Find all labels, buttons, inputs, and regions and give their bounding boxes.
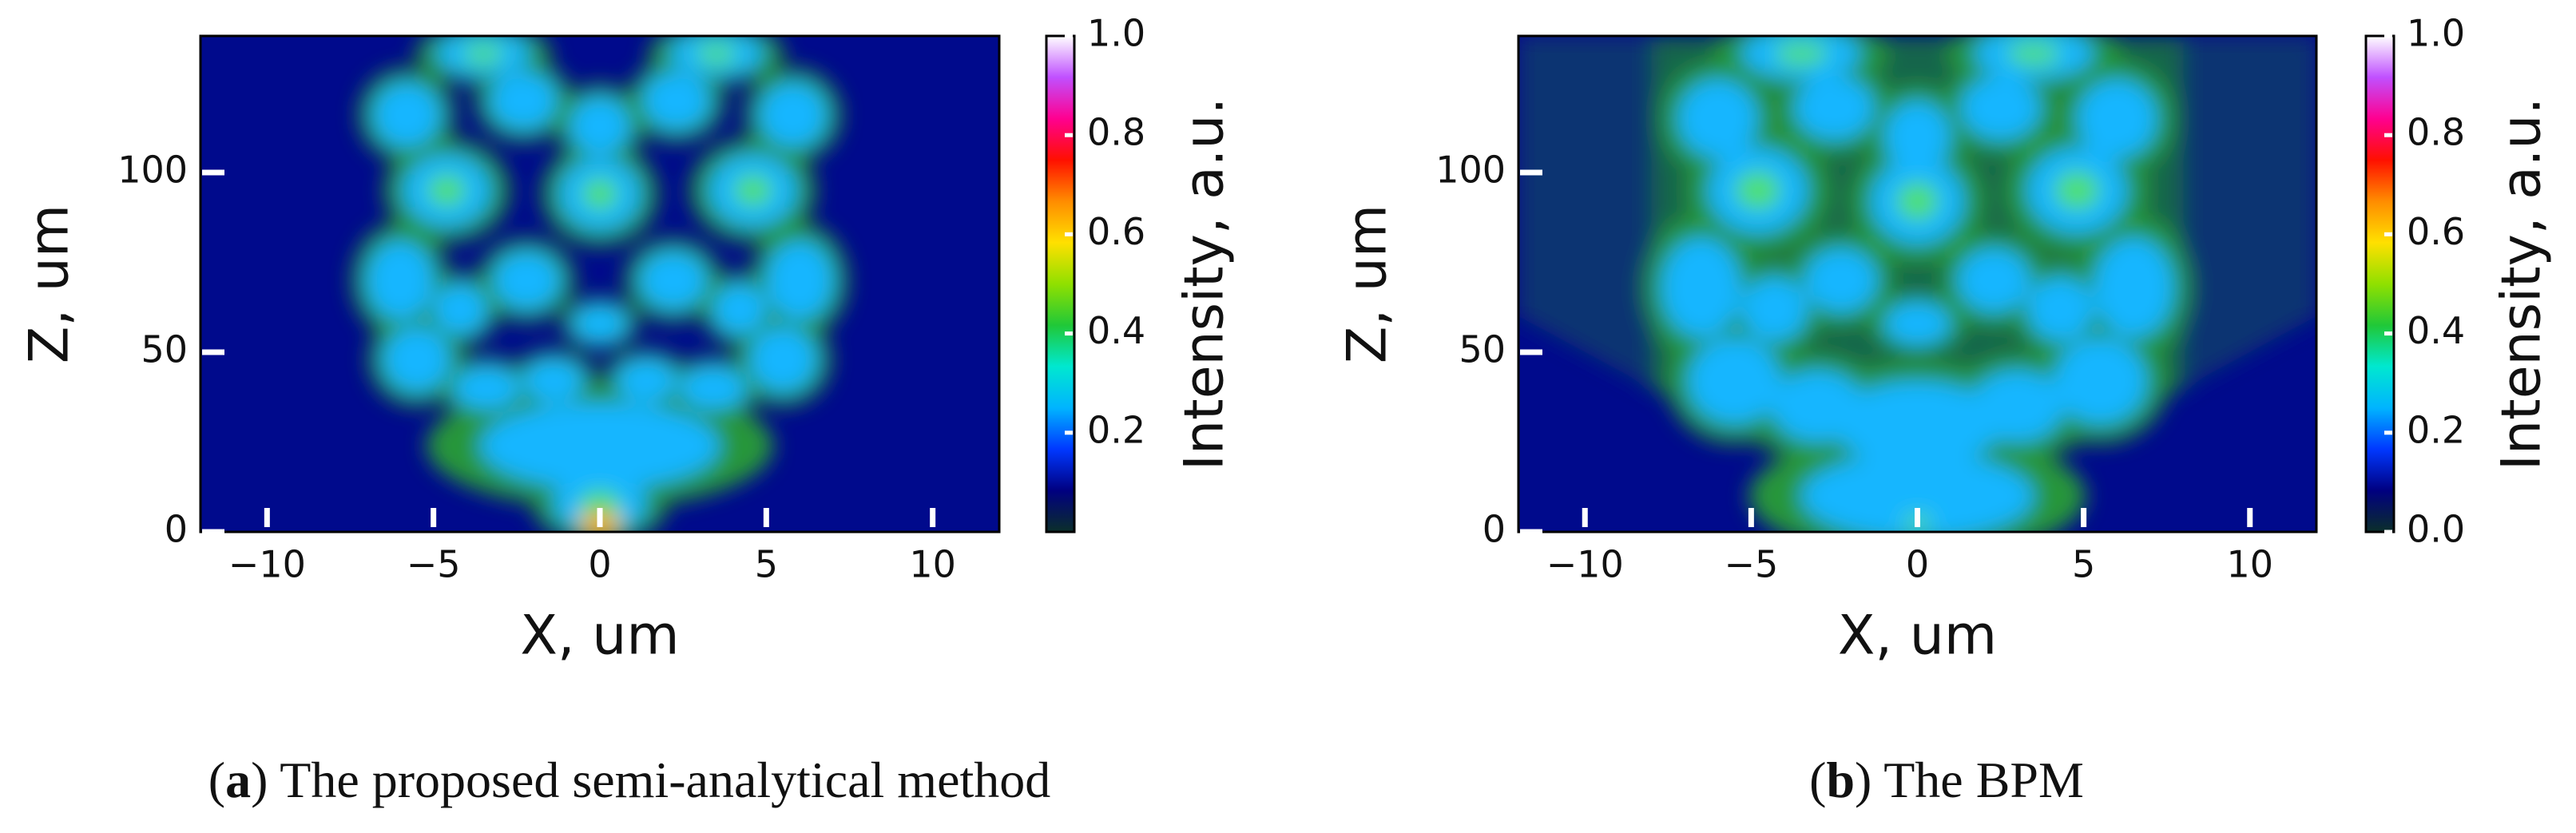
field-blob — [1896, 181, 1939, 221]
field-blob — [1800, 453, 2034, 532]
field-blob — [2054, 338, 2147, 424]
field-blob — [766, 240, 833, 320]
caption-part: ( — [208, 752, 225, 808]
field-blob — [1883, 101, 1951, 173]
field-blob — [1774, 42, 1828, 65]
field-blob — [1834, 381, 2001, 467]
field-blob — [1883, 302, 1951, 345]
plot-frame — [1517, 34, 2318, 534]
x-tick-label: 5 — [2072, 543, 2095, 586]
field-blob — [733, 174, 773, 207]
y-tick-label: 50 — [141, 328, 188, 371]
field-blob — [2026, 276, 2094, 342]
colorbar — [1045, 34, 1076, 534]
colorbar — [2364, 34, 2395, 534]
x-tick-label: 10 — [909, 543, 956, 586]
x-tick-label: 10 — [2226, 543, 2273, 586]
field-blob — [1735, 171, 1780, 210]
colorbar-tick-label: 1.0 — [1087, 12, 1145, 55]
caption-part: b — [1826, 752, 1855, 808]
caption: (a) The proposed semi-analytical method — [208, 752, 1051, 808]
colorbar-tick-label: 0.8 — [1087, 111, 1145, 154]
field-blob — [462, 44, 505, 64]
field-blob — [1804, 248, 1878, 313]
plot-frame — [199, 34, 1001, 534]
x-axis-label: X, um — [520, 605, 679, 668]
field-blob — [1957, 248, 2031, 313]
colorbar-tick-label: 0.8 — [2407, 111, 2465, 154]
colorbar-tick-label: 1.0 — [2407, 12, 2465, 55]
y-tick-label: 100 — [1435, 149, 1506, 192]
field-blob — [578, 490, 621, 517]
colorbar-tick-label: 0.2 — [1087, 408, 1145, 451]
field-blob — [433, 284, 487, 335]
caption-part: ( — [1809, 752, 1826, 808]
colorbar-tick-label: 0.4 — [2407, 309, 2465, 352]
field-blob — [640, 252, 707, 309]
field-blob — [490, 72, 557, 129]
heatmap — [1518, 36, 2316, 532]
x-tick-label: −5 — [407, 543, 461, 586]
caption-part: ) The proposed semi-analytical method — [251, 752, 1050, 808]
field-blob — [1960, 75, 2041, 141]
field-blob — [1794, 75, 1875, 141]
y-tick-label: 0 — [165, 508, 188, 551]
y-tick-label: 50 — [1459, 328, 1506, 371]
field-blob — [749, 327, 816, 392]
field-blob — [367, 240, 434, 320]
x-tick-label: −10 — [1546, 543, 1624, 586]
field-blob — [573, 305, 627, 342]
field-blob — [523, 359, 584, 403]
y-tick-label: 100 — [117, 149, 188, 192]
colorbar-label: Intensity, a.u. — [2491, 97, 2554, 470]
field-blob — [427, 174, 466, 207]
colorbar-tick-label: 0.6 — [2407, 210, 2465, 253]
field-blob — [383, 327, 451, 392]
field-blob — [453, 367, 520, 410]
field-blob — [493, 252, 560, 309]
field-blob — [1661, 237, 1741, 338]
field-blob — [2094, 237, 2174, 338]
caption: (b) The BPM — [1809, 752, 2084, 808]
field-blob — [373, 82, 440, 148]
y-axis-label: Z, um — [18, 204, 81, 363]
x-tick-label: 5 — [755, 543, 778, 586]
y-axis-label: Z, um — [1336, 204, 1399, 363]
field-blob — [480, 403, 720, 489]
field-blob — [1688, 338, 1781, 424]
colorbar-tick-label: 0.6 — [1087, 210, 1145, 253]
field-blob — [712, 284, 767, 335]
field-blob — [581, 177, 618, 211]
field-blob — [643, 72, 710, 129]
colorbar-tick-label: 0.0 — [2407, 508, 2465, 551]
field — [351, 36, 848, 532]
colorbar-label: Intensity, a.u. — [1173, 97, 1236, 470]
x-tick-label: −5 — [1724, 543, 1778, 586]
y-tick-label: 0 — [1482, 508, 1506, 551]
field-blob — [1740, 276, 1808, 342]
field-blob — [680, 367, 747, 410]
field-blob — [570, 97, 630, 155]
field-blob — [1677, 79, 1758, 158]
field-blob — [2077, 79, 2157, 158]
caption-part: a — [225, 752, 251, 808]
caption-part: ) The BPM — [1855, 752, 2084, 808]
colorbar-tick-label: 0.4 — [1087, 309, 1145, 352]
x-axis-label: X, um — [1838, 605, 1997, 668]
field-blob — [760, 82, 827, 148]
x-tick-label: −10 — [228, 543, 306, 586]
field — [1518, 36, 2316, 532]
field-blob — [616, 359, 677, 403]
x-tick-label: 0 — [1906, 543, 1929, 586]
field-blob — [695, 44, 738, 64]
field-blob — [2054, 171, 2100, 210]
field-blob — [2006, 42, 2061, 65]
heatmap — [200, 36, 999, 532]
colorbar-tick-label: 0.2 — [2407, 408, 2465, 451]
x-tick-label: 0 — [588, 543, 611, 586]
